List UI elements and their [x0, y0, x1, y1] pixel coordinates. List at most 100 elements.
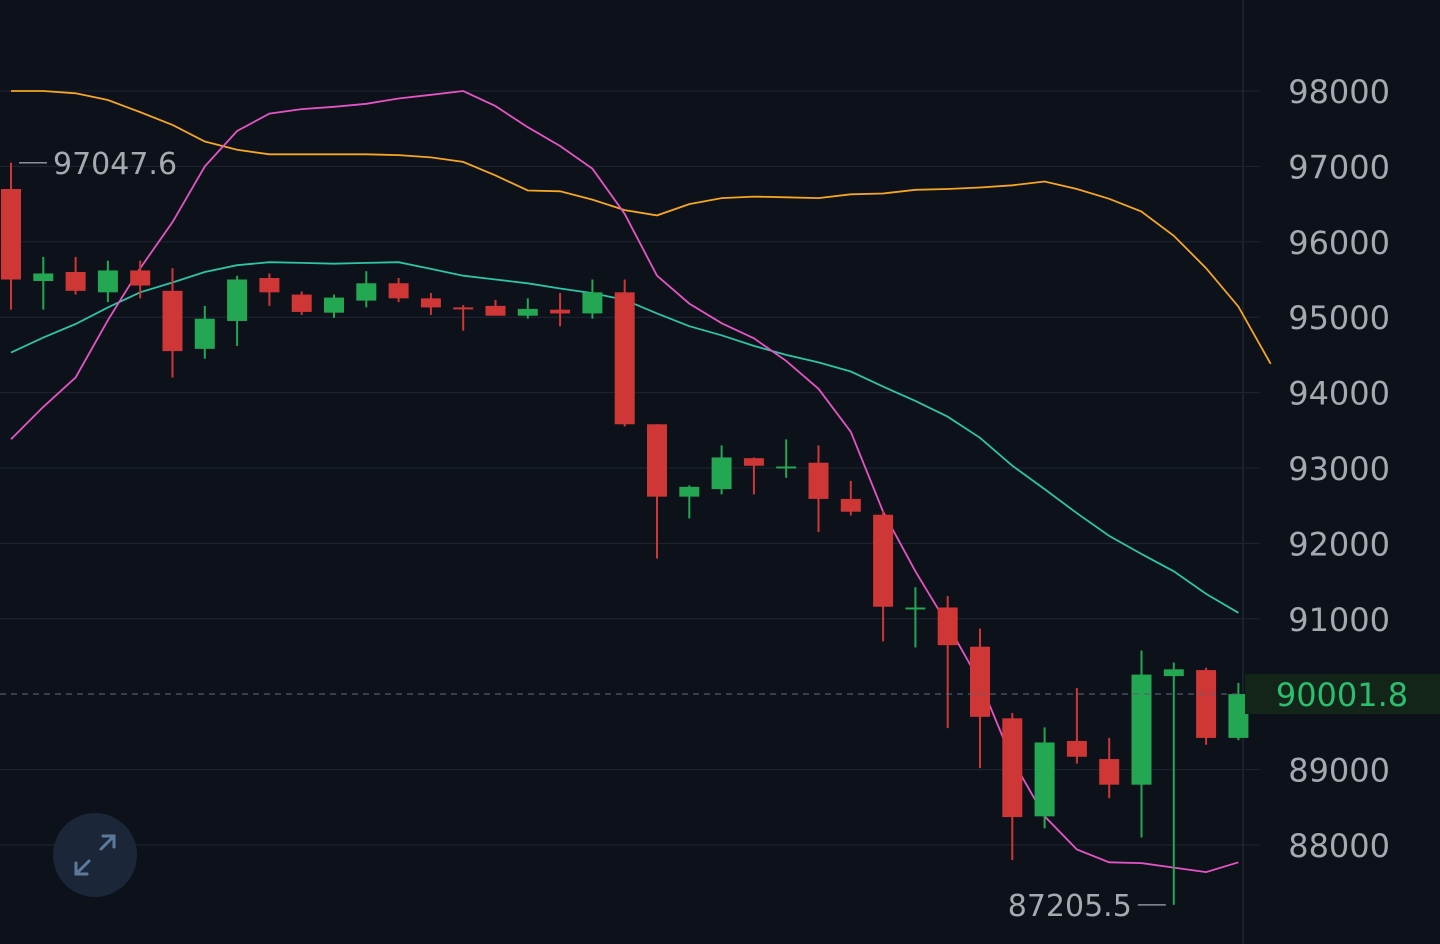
candle-down [937, 596, 958, 729]
candle-body [1196, 670, 1217, 738]
candle-up [1034, 727, 1055, 829]
candle-down [1099, 737, 1120, 799]
candle-down [485, 299, 506, 316]
candle-up [194, 305, 215, 359]
y-tick-label: 92000 [1288, 525, 1390, 563]
candle-down [840, 480, 861, 516]
y-tick-label: 95000 [1288, 299, 1390, 337]
candle-body [517, 308, 538, 316]
y-tick-label: 93000 [1288, 450, 1390, 488]
candle-body [130, 270, 151, 286]
candle-body [1002, 718, 1023, 818]
y-tick-label: 91000 [1288, 601, 1390, 639]
y-tick-label: 97000 [1288, 148, 1390, 186]
candle-down [614, 279, 635, 427]
candle-down [743, 457, 764, 495]
candle-body [937, 607, 958, 646]
candle-up [227, 275, 248, 346]
marker-label: 87205.5 [1008, 889, 1132, 924]
y-tick-label: 98000 [1288, 73, 1390, 111]
candle-up [356, 271, 377, 308]
candle-up [776, 439, 797, 478]
candle-up [582, 279, 603, 319]
candle-up [1163, 662, 1184, 905]
candle-up [33, 256, 54, 310]
y-tick-label: 94000 [1288, 375, 1390, 413]
last-price-badge [1245, 674, 1440, 715]
grid-lines [0, 90, 1260, 846]
candle-up [1131, 650, 1152, 838]
candle-down [259, 273, 280, 306]
candle-down [420, 293, 441, 315]
candle-body [162, 290, 183, 352]
candle-body [1163, 669, 1184, 677]
annotations: 97047.6 87205.5 [19, 147, 1166, 924]
marker-label: 97047.6 [53, 147, 177, 182]
candle-body [1, 189, 21, 280]
y-tick-label: 96000 [1288, 224, 1390, 262]
candle-body [453, 307, 474, 310]
candle-body [227, 279, 248, 321]
candle-down [453, 305, 474, 331]
lower-band-line [10, 90, 1239, 874]
candle-up [97, 260, 118, 303]
upper-band-line [11, 90, 1272, 365]
candle-down [1002, 713, 1023, 861]
candle-down [1066, 688, 1087, 764]
y-tick-label: 88000 [1288, 827, 1390, 865]
last-price-line: 90001.8 [0, 674, 1440, 715]
candle-body [420, 298, 441, 308]
candle-body [324, 297, 344, 313]
candle-up [679, 485, 700, 519]
candle-body [743, 458, 764, 466]
candle-body [1066, 740, 1087, 757]
candle-body [970, 646, 990, 717]
candle-body [259, 277, 280, 293]
candles [1, 162, 1249, 905]
last-price-label: 90001.8 [1276, 676, 1408, 714]
candle-body [905, 607, 926, 610]
candle-body [582, 292, 603, 314]
candle-body [291, 294, 312, 312]
candle-body [550, 309, 571, 314]
candle-body [679, 486, 700, 497]
candle-down [970, 628, 990, 769]
candle-down [1, 162, 21, 310]
candle-body [388, 283, 409, 299]
candle-body [808, 462, 829, 499]
candle-down [808, 445, 829, 533]
expand-arrows-icon [74, 834, 116, 876]
candle-body [1131, 674, 1152, 785]
candle-down [388, 277, 409, 303]
candle-body [97, 270, 118, 293]
candle-down [291, 291, 312, 315]
candle-body [840, 498, 861, 512]
candle-body [1228, 694, 1249, 738]
extreme-marker: 97047.6 [19, 147, 177, 182]
candle-body [485, 305, 506, 316]
candle-body [873, 514, 894, 607]
candle-down [162, 268, 183, 378]
candle-up [711, 445, 732, 495]
candle-body [33, 273, 54, 282]
candle-body [776, 466, 797, 469]
candle-body [194, 318, 215, 349]
candle-body [356, 283, 377, 301]
candle-body [1099, 759, 1120, 785]
candle-down [1196, 667, 1217, 745]
extreme-marker: 87205.5 [1008, 889, 1166, 924]
candle-body [711, 457, 732, 490]
candle-down [550, 293, 571, 327]
candle-body [647, 424, 667, 497]
expand-button[interactable] [53, 813, 137, 897]
candle-up [905, 587, 926, 648]
candle-up [324, 294, 344, 318]
candle-up [1228, 682, 1249, 741]
candle-down [873, 510, 894, 642]
candle-down [647, 424, 667, 559]
candle-body [614, 292, 635, 425]
candle-down [65, 256, 86, 295]
candle-down [130, 260, 151, 299]
y-tick-label: 89000 [1288, 752, 1390, 790]
